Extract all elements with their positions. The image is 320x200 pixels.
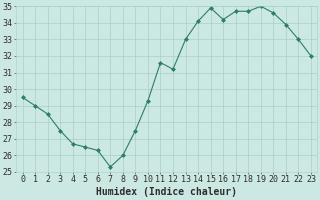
X-axis label: Humidex (Indice chaleur): Humidex (Indice chaleur)	[96, 187, 237, 197]
